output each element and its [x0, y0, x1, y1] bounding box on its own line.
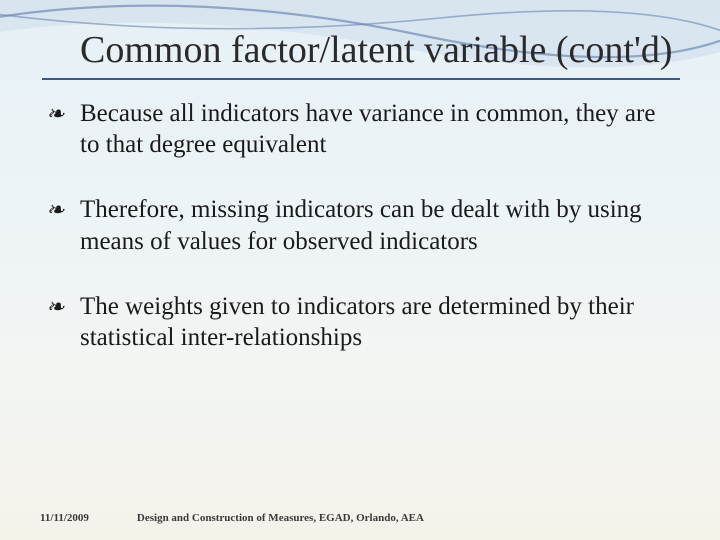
bullet-item: ❧ Because all indicators have variance i… [46, 98, 680, 161]
bullet-list: ❧ Because all indicators have variance i… [40, 98, 680, 354]
bullet-glyph-icon: ❧ [46, 196, 64, 224]
bullet-item: ❧ Therefore, missing indicators can be d… [46, 194, 680, 257]
bullet-text: Therefore, missing indicators can be dea… [80, 196, 642, 254]
bullet-text: The weights given to indicators are dete… [80, 293, 634, 351]
bullet-text: Because all indicators have variance in … [80, 100, 655, 158]
footer-date: 11/11/2009 [40, 512, 89, 524]
title-underline [42, 78, 680, 80]
footer-caption: Design and Construction of Measures, EGA… [137, 512, 424, 524]
bullet-glyph-icon: ❧ [46, 293, 64, 321]
bullet-item: ❧ The weights given to indicators are de… [46, 291, 680, 354]
bullet-glyph-icon: ❧ [46, 100, 64, 128]
slide-footer: 11/11/2009 Design and Construction of Me… [40, 512, 680, 524]
slide-container: Common factor/latent variable (cont'd) ❧… [0, 0, 720, 540]
slide-title: Common factor/latent variable (cont'd) [80, 30, 680, 72]
